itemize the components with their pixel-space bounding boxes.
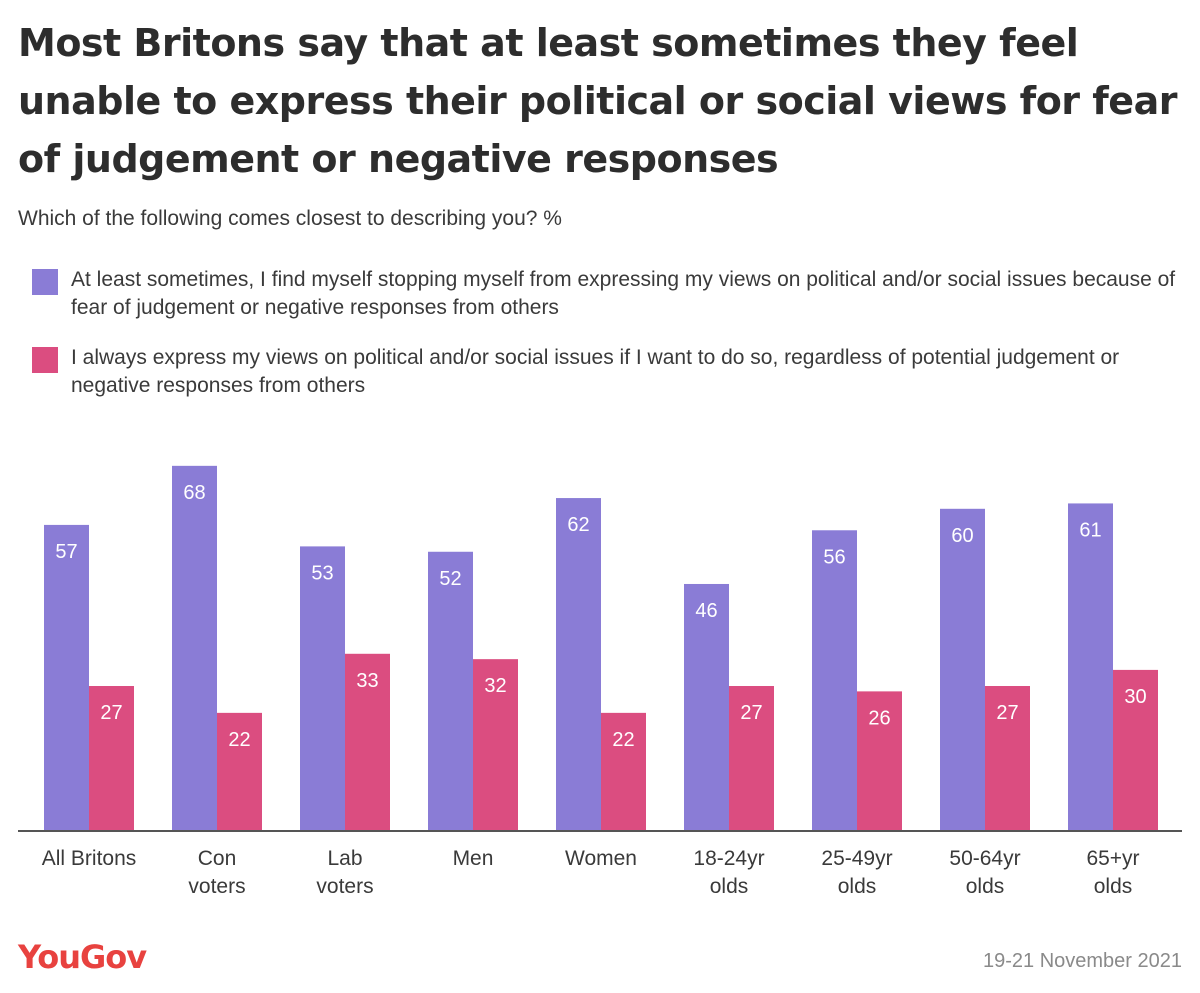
bar-value-label: 27: [996, 702, 1018, 724]
legend-item-series-2: I always express my views on political a…: [32, 344, 1182, 400]
bar-series-2-0: [89, 686, 134, 831]
bar-series-2-6: [857, 691, 902, 831]
survey-date: 19-21 November 2021: [982, 950, 1182, 972]
bar-series-2-4: [601, 712, 646, 831]
category-label: Women: [565, 847, 637, 870]
category-label: olds: [710, 875, 749, 898]
category-label: All Britons: [42, 847, 137, 870]
category-label: Men: [453, 847, 494, 870]
category-label: olds: [966, 875, 1005, 898]
bar-series-2-3: [473, 659, 518, 831]
bar-value-label: 62: [567, 514, 589, 536]
bar-value-label: 27: [100, 702, 122, 724]
bar-series-1-4: [556, 498, 601, 831]
legend: At least sometimes, I find myself stoppi…: [32, 266, 1182, 422]
bar-value-label: 26: [868, 707, 890, 729]
bar-value-label: 53: [311, 562, 333, 584]
bar-series-1-0: [44, 524, 89, 831]
bar-series-1-1: [172, 465, 217, 831]
category-label: Con: [198, 847, 237, 870]
legend-swatch-series-1: [32, 269, 58, 295]
category-label: olds: [838, 875, 877, 898]
bar-series-2-8: [1113, 669, 1158, 831]
bar-series-1-8: [1068, 503, 1113, 831]
bar-series-1-6: [812, 530, 857, 831]
bar-value-label: 22: [228, 729, 250, 751]
chart-title: Most Britons say that at least sometimes…: [18, 21, 1177, 181]
bar-series-2-2: [345, 653, 390, 831]
bar-series-2-5: [729, 686, 774, 831]
category-label: olds: [1094, 875, 1133, 898]
bar-value-label: 30: [1124, 686, 1146, 708]
category-label: 50-64yr: [949, 847, 1020, 870]
bar-value-label: 27: [740, 702, 762, 724]
bar-value-label: 33: [356, 670, 378, 692]
bar-value-label: 57: [55, 541, 77, 563]
category-label: 25-49yr: [821, 847, 892, 870]
legend-swatch-series-2: [32, 347, 58, 373]
yougov-logo: YouGov: [18, 938, 147, 976]
bar-value-label: 56: [823, 546, 845, 568]
bar-value-label: 32: [484, 675, 506, 697]
bar-value-label: 22: [612, 729, 634, 751]
bar-series-2-7: [985, 686, 1030, 831]
bar-value-label: 52: [439, 568, 461, 590]
legend-item-series-1: At least sometimes, I find myself stoppi…: [32, 266, 1182, 322]
category-label: voters: [188, 875, 245, 898]
bar-series-1-5: [684, 583, 729, 831]
category-label: Lab: [327, 847, 362, 870]
chart-subtitle: Which of the following comes closest to …: [18, 207, 562, 230]
category-label: 18-24yr: [693, 847, 764, 870]
bar-series-1-3: [428, 551, 473, 831]
legend-label-series-1: At least sometimes, I find myself stoppi…: [71, 268, 1176, 319]
bar-series-2-1: [217, 712, 262, 831]
category-label: voters: [316, 875, 373, 898]
bar-value-label: 68: [183, 482, 205, 504]
bar-series-1-7: [940, 508, 985, 831]
bar-chart: 57 27 All Britons 68 22 Con voters 53 33 Lab voter…: [18, 465, 1182, 898]
bar-value-label: 60: [951, 525, 973, 547]
bar-series-1-2: [300, 546, 345, 831]
category-label: 65+yr: [1086, 847, 1139, 870]
bar-value-label: 46: [695, 600, 717, 622]
legend-label-series-2: I always express my views on political a…: [71, 346, 1120, 397]
bar-value-label: 61: [1079, 519, 1101, 541]
